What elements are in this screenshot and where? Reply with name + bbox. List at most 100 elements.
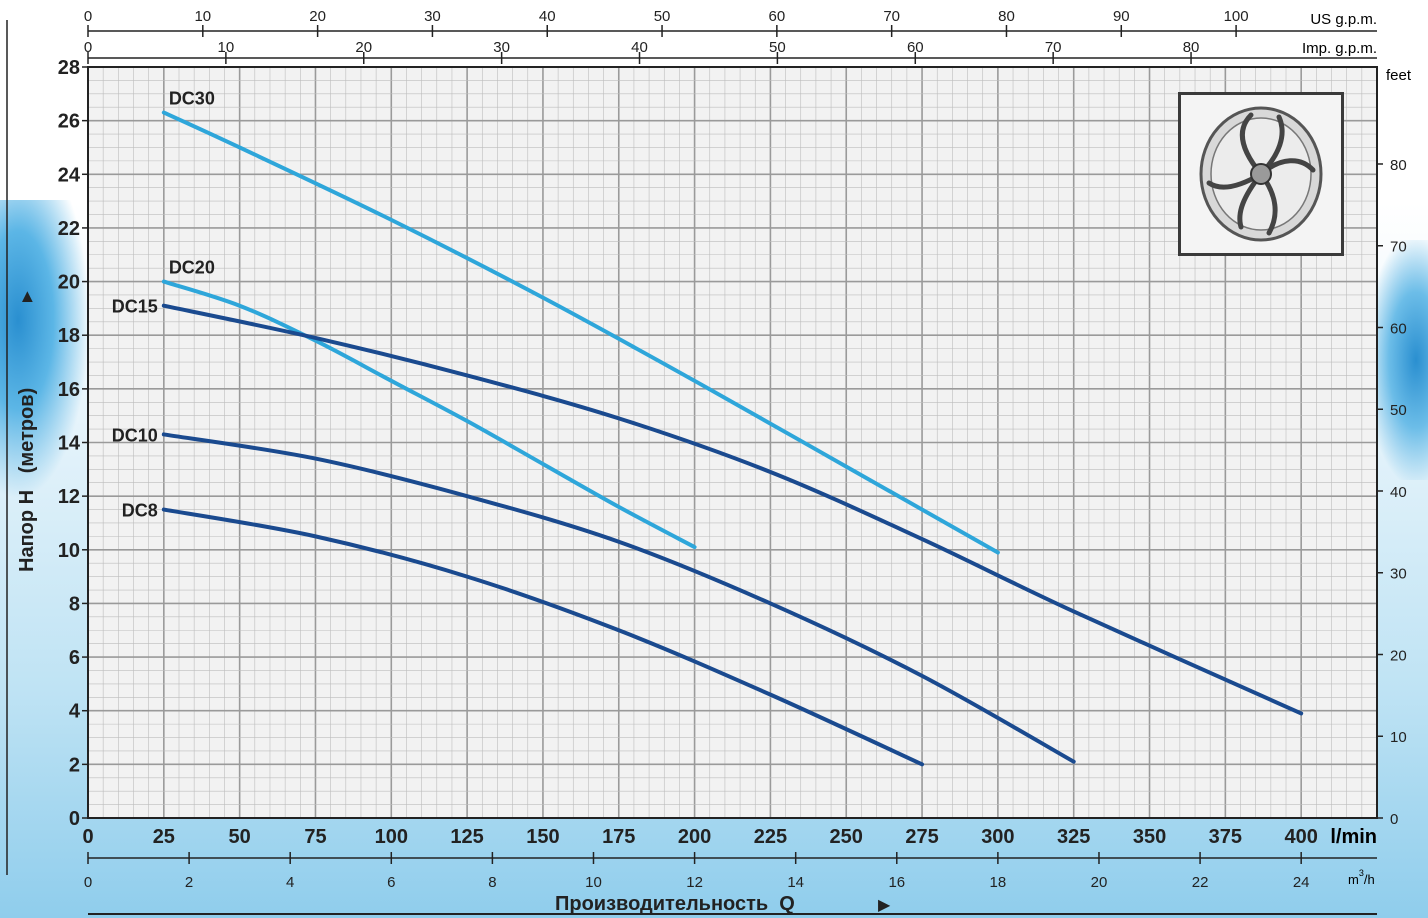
m3h-tick-label: 6 <box>387 874 395 891</box>
x-tick-label: 175 <box>602 826 635 848</box>
us-gpm-tick-label: 20 <box>309 8 326 25</box>
y-tick-label: 2 <box>69 754 80 776</box>
imp-gpm-tick-label: 0 <box>84 39 92 56</box>
x-axis-title: Производительность Q <box>555 893 795 915</box>
x-tick-label: 200 <box>678 826 711 848</box>
imp-gpm-tick-label: 70 <box>1045 39 1062 56</box>
x-tick-label: 25 <box>153 826 175 848</box>
y-axis-title: Напор H (метров) <box>16 388 38 572</box>
x-tick-label: 375 <box>1209 826 1242 848</box>
feet-tick-label: 30 <box>1390 566 1407 583</box>
labels: DC30 DC20 DC15 DC10 DC8 <box>112 89 215 521</box>
x-tick-label: 300 <box>981 826 1014 848</box>
x-tick-label: 150 <box>526 826 559 848</box>
y-tick-label: 12 <box>58 486 80 508</box>
x-tick-label: 350 <box>1133 826 1166 848</box>
x-tick-label: 400 <box>1284 826 1317 848</box>
feet-tick-label: 40 <box>1390 484 1407 501</box>
us-gpm-tick-label: 10 <box>194 8 211 25</box>
x-tick-label: 75 <box>304 826 326 848</box>
series-dc10 <box>161 432 1076 764</box>
feet-tick-label: 0 <box>1390 811 1398 828</box>
impeller-thumbnail <box>1178 92 1344 256</box>
us-gpm-tick-label: 40 <box>539 8 556 25</box>
imp-gpm-tick-label: 20 <box>355 39 372 56</box>
us-gpm-tick-label: 0 <box>84 8 92 25</box>
series-label-dc20: DC20 <box>169 258 215 278</box>
y-tick-label: 20 <box>58 272 80 294</box>
imp-gpm-tick-label: 10 <box>218 39 235 56</box>
y-tick-label: 10 <box>58 540 80 562</box>
x-axis-arrow-icon: ▶ <box>878 897 891 914</box>
series-label-dc15: DC15 <box>112 297 158 317</box>
x-tick-label: 250 <box>830 826 863 848</box>
imp-gpm-tick-label: 30 <box>493 39 510 56</box>
grid <box>87 66 1378 819</box>
axes: 0246810121416182022242628010203040506070… <box>58 8 1407 891</box>
feet-tick-label: 10 <box>1390 729 1407 746</box>
imp-gpm-tick-label: 60 <box>907 39 924 56</box>
water-decoration-left <box>0 200 90 500</box>
feet-tick-label: 50 <box>1390 402 1407 419</box>
series-dc8 <box>161 507 925 767</box>
m3h-tick-label: 0 <box>84 874 92 891</box>
us-gpm-tick-label: 90 <box>1113 8 1130 25</box>
m3h-tick-label: 22 <box>1192 874 1209 891</box>
top-imp-gpm-unit: Imp. g.p.m. <box>1302 40 1377 57</box>
m3h-tick-label: 10 <box>585 874 602 891</box>
series-dc15 <box>161 303 1304 716</box>
y-tick-label: 18 <box>58 325 80 347</box>
y-tick-label: 22 <box>58 218 80 240</box>
m3h-tick-label: 4 <box>286 874 294 891</box>
m3h-tick-label: 2 <box>185 874 193 891</box>
m3h-tick-label: 12 <box>686 874 703 891</box>
series-dc30 <box>161 110 1000 555</box>
top-us-gpm-unit: US g.p.m. <box>1310 11 1377 28</box>
m3h-tick-label: 8 <box>488 874 496 891</box>
series-label-dc30: DC30 <box>169 89 215 109</box>
x-tick-label: 50 <box>229 826 251 848</box>
us-gpm-tick-label: 80 <box>998 8 1015 25</box>
m3h-tick-label: 14 <box>787 874 804 891</box>
performance-curves <box>161 110 1304 767</box>
x-tick-label: 275 <box>905 826 938 848</box>
x-tick-label: 100 <box>375 826 408 848</box>
y-tick-label: 16 <box>58 379 80 401</box>
feet-tick-label: 70 <box>1390 239 1407 256</box>
x-tick-label: 125 <box>450 826 483 848</box>
m3h-tick-label: 16 <box>888 874 905 891</box>
feet-tick-label: 80 <box>1390 157 1407 174</box>
impeller-icon <box>1199 106 1323 242</box>
feet-tick-label: 60 <box>1390 320 1407 337</box>
us-gpm-tick-label: 60 <box>769 8 786 25</box>
y-tick-label: 6 <box>69 647 80 669</box>
y-tick-label: 14 <box>58 433 81 455</box>
y-tick-label: 4 <box>69 701 81 723</box>
series-label-dc8: DC8 <box>122 501 158 521</box>
x-tick-label: 225 <box>754 826 787 848</box>
m3h-tick-label: 24 <box>1293 874 1310 891</box>
m3h-tick-label: 18 <box>990 874 1007 891</box>
y-tick-label: 28 <box>58 57 80 79</box>
bottom-axis-unit: l/min <box>1330 826 1377 848</box>
us-gpm-tick-label: 30 <box>424 8 441 25</box>
y-tick-label: 0 <box>69 808 80 830</box>
right-axis-unit: feet <box>1386 67 1412 84</box>
y-tick-label: 26 <box>58 111 80 133</box>
bottom2-axis-unit: m3/h <box>1348 868 1375 887</box>
feet-tick-label: 20 <box>1390 647 1407 664</box>
imp-gpm-tick-label: 50 <box>769 39 786 56</box>
y-axis-arrow-icon: ▶ <box>18 291 34 302</box>
series-label-dc10: DC10 <box>112 425 158 445</box>
us-gpm-tick-label: 50 <box>654 8 671 25</box>
x-tick-label: 0 <box>82 826 93 848</box>
imp-gpm-tick-label: 80 <box>1183 39 1200 56</box>
y-tick-label: 24 <box>58 164 81 186</box>
y-tick-label: 8 <box>69 593 80 615</box>
us-gpm-tick-label: 100 <box>1224 8 1249 25</box>
imp-gpm-tick-label: 40 <box>631 39 648 56</box>
m3h-tick-label: 20 <box>1091 874 1108 891</box>
series-dc20 <box>161 279 697 550</box>
x-tick-label: 325 <box>1057 826 1090 848</box>
